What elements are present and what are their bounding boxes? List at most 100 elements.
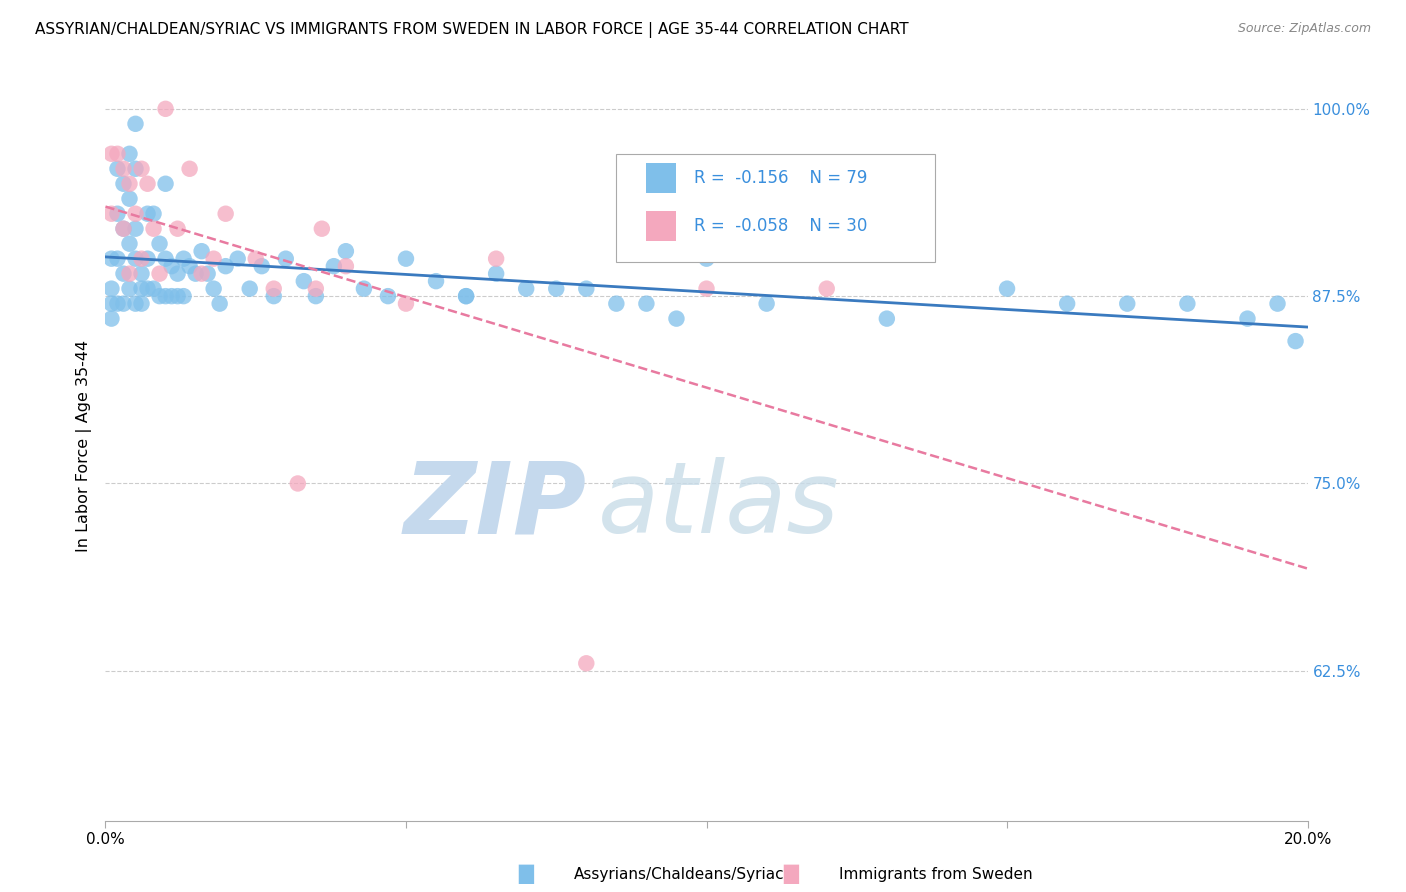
Point	[100, 207, 122, 221]
Point	[1177, 296, 1199, 310]
Point	[166, 289, 188, 303]
Point	[173, 252, 195, 266]
Point	[148, 236, 170, 251]
Point	[118, 282, 141, 296]
Point	[226, 252, 249, 266]
Point	[131, 267, 153, 281]
Point	[1056, 296, 1078, 310]
Point	[136, 282, 159, 296]
Text: ASSYRIAN/CHALDEAN/SYRIAC VS IMMIGRANTS FROM SWEDEN IN LABOR FORCE | AGE 35-44 CO: ASSYRIAN/CHALDEAN/SYRIAC VS IMMIGRANTS F…	[35, 22, 908, 38]
Point	[124, 221, 146, 235]
Text: Immigrants from Sweden: Immigrants from Sweden	[839, 867, 1032, 882]
Point	[160, 259, 183, 273]
Point	[118, 267, 141, 281]
Bar	[647, 211, 676, 242]
Point	[292, 274, 315, 288]
Point	[118, 192, 141, 206]
Point	[876, 311, 898, 326]
Point	[485, 267, 508, 281]
Point	[190, 244, 212, 259]
Point	[112, 221, 135, 235]
Text: ZIP: ZIP	[404, 458, 586, 555]
FancyBboxPatch shape	[616, 153, 935, 262]
Point	[335, 259, 357, 273]
Point	[395, 252, 418, 266]
Text: █: █	[783, 865, 799, 884]
Point	[142, 221, 165, 235]
Point	[250, 259, 273, 273]
Point	[100, 282, 122, 296]
Point	[353, 282, 375, 296]
Text: R =  -0.058    N = 30: R = -0.058 N = 30	[695, 218, 868, 235]
Point	[100, 296, 122, 310]
Point	[160, 289, 183, 303]
Text: R =  -0.156    N = 79: R = -0.156 N = 79	[695, 169, 868, 186]
Point	[214, 259, 236, 273]
Point	[112, 267, 135, 281]
Point	[322, 259, 344, 273]
Point	[456, 289, 478, 303]
Point	[112, 221, 135, 235]
Point	[287, 476, 309, 491]
Point	[485, 252, 508, 266]
Point	[112, 296, 135, 310]
Point	[131, 282, 153, 296]
Point	[395, 296, 418, 310]
Point	[107, 146, 129, 161]
Point	[155, 252, 177, 266]
Point	[202, 282, 225, 296]
Point	[546, 282, 568, 296]
Point	[245, 252, 267, 266]
Point	[155, 177, 177, 191]
Point	[131, 252, 153, 266]
Point	[636, 296, 658, 310]
Point	[179, 161, 201, 176]
Point	[208, 296, 231, 310]
Point	[425, 274, 447, 288]
Point	[100, 146, 122, 161]
Point	[142, 207, 165, 221]
Point	[274, 252, 297, 266]
Point	[155, 102, 177, 116]
Point	[456, 289, 478, 303]
Point	[335, 244, 357, 259]
Point	[305, 282, 328, 296]
Point	[124, 207, 146, 221]
Point	[755, 296, 778, 310]
Point	[1284, 334, 1306, 348]
Point	[131, 296, 153, 310]
Point	[107, 207, 129, 221]
Point	[202, 252, 225, 266]
Point	[1267, 296, 1289, 310]
Point	[184, 267, 207, 281]
Point	[112, 177, 135, 191]
Point	[136, 177, 159, 191]
Point	[107, 296, 129, 310]
Bar	[647, 162, 676, 193]
Point	[155, 289, 177, 303]
Point	[131, 161, 153, 176]
Point	[696, 282, 718, 296]
Point	[263, 289, 285, 303]
Point	[118, 236, 141, 251]
Point	[1236, 311, 1258, 326]
Point	[107, 252, 129, 266]
Point	[239, 282, 262, 296]
Text: █: █	[519, 865, 534, 884]
Point	[377, 289, 399, 303]
Point	[112, 161, 135, 176]
Point	[166, 267, 188, 281]
Point	[100, 252, 122, 266]
Point	[118, 177, 141, 191]
Point	[575, 282, 598, 296]
Point	[1116, 296, 1139, 310]
Point	[197, 267, 219, 281]
Point	[142, 282, 165, 296]
Text: atlas: atlas	[599, 458, 839, 555]
Point	[173, 289, 195, 303]
Point	[696, 252, 718, 266]
Point	[311, 221, 333, 235]
Point	[148, 289, 170, 303]
Point	[166, 221, 188, 235]
Point	[305, 289, 328, 303]
